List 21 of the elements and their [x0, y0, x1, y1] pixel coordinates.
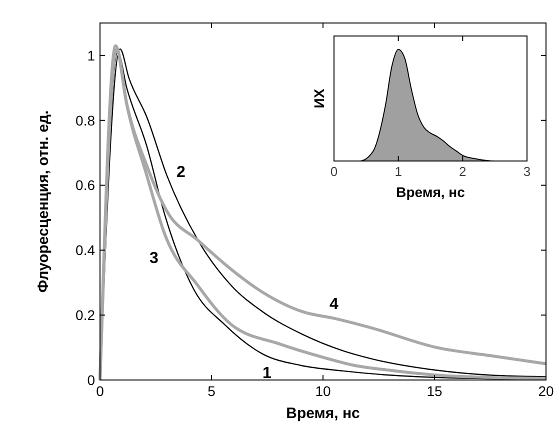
x-tick-label: 1: [394, 164, 402, 179]
x-tick-label: 15: [426, 383, 442, 399]
x-axis-title: Время, нс: [396, 184, 466, 200]
y-tick-label: 0: [87, 372, 96, 388]
series-label: 3: [150, 250, 159, 267]
x-tick-label: 3: [523, 164, 531, 179]
x-axis-title: Время, нс: [286, 405, 360, 422]
x-tick-label: 5: [208, 383, 216, 399]
y-tick-label: 0.6: [76, 177, 96, 194]
y-axis-title: ИХ: [311, 88, 327, 108]
x-tick-label: 20: [538, 383, 554, 399]
y-axis-title: Флуоресценция, отн. ед.: [35, 110, 52, 293]
x-tick-label: 0: [330, 164, 338, 179]
series-label: 4: [330, 296, 339, 313]
series-label: 1: [262, 365, 272, 382]
y-tick-label: 0.8: [76, 112, 96, 128]
y-tick-label: 1: [87, 47, 96, 64]
x-tick-label: 10: [315, 383, 331, 399]
x-tick-label: 2: [459, 164, 466, 179]
y-tick-label: 0.2: [76, 306, 96, 323]
y-tick-label: 0.4: [76, 242, 96, 258]
